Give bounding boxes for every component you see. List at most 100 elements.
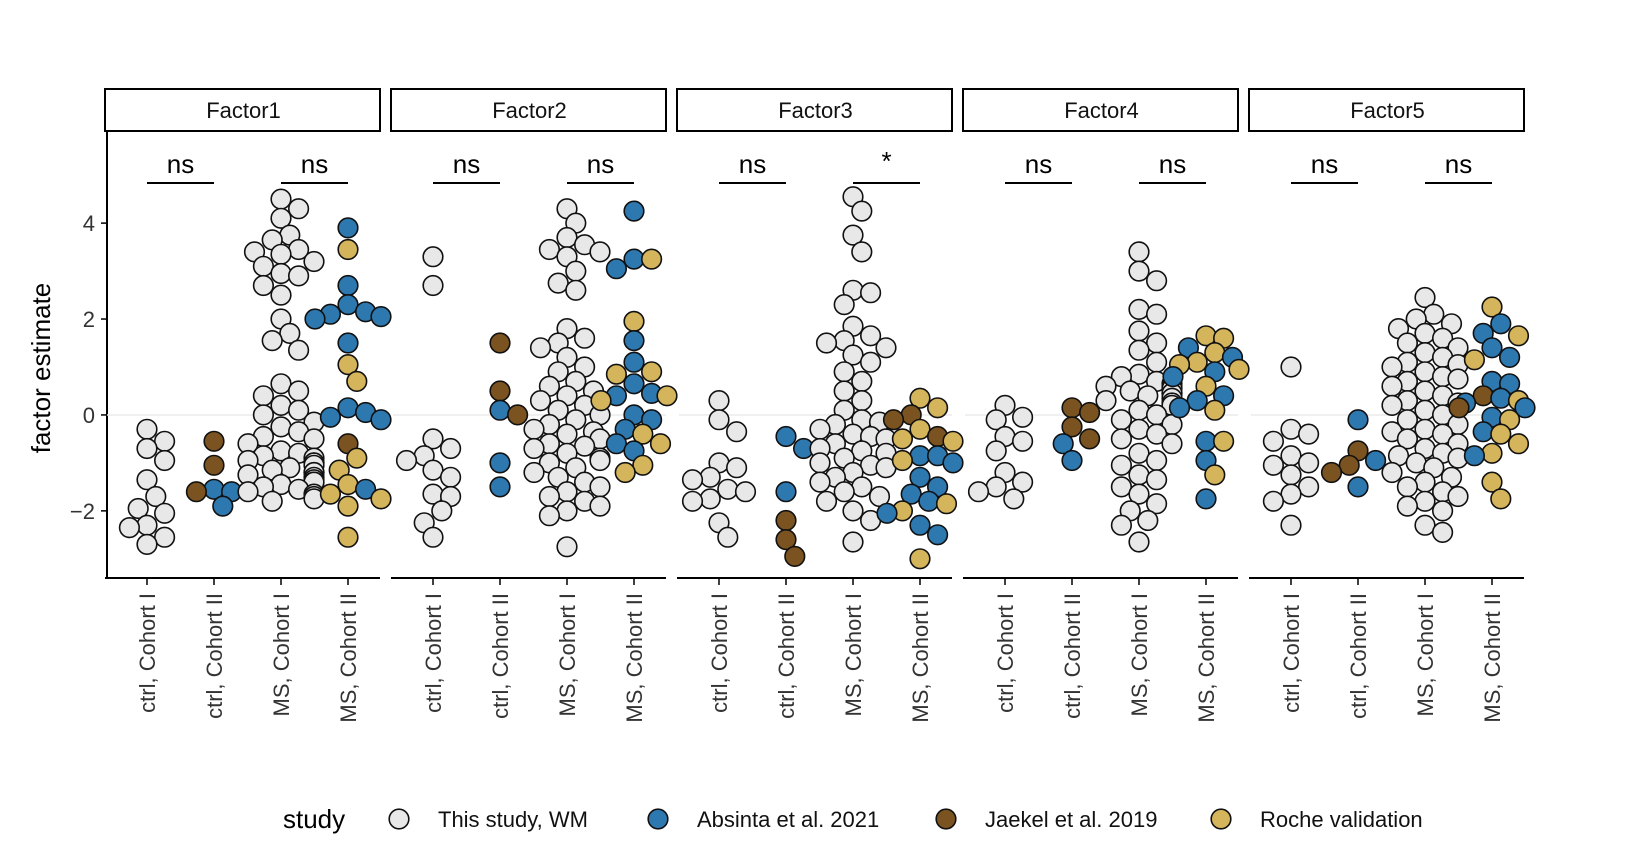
data-point bbox=[1145, 351, 1168, 373]
legend-label-wm: This study, WM bbox=[438, 807, 588, 832]
data-point bbox=[918, 490, 940, 512]
data-point bbox=[1145, 303, 1168, 325]
data-point bbox=[1204, 342, 1226, 364]
data-point bbox=[355, 478, 377, 500]
data-point bbox=[1128, 418, 1150, 440]
x-tick-label: MS, Cohort I bbox=[269, 593, 294, 716]
data-point bbox=[909, 548, 931, 570]
data-point bbox=[1280, 445, 1302, 467]
data-point bbox=[1423, 303, 1445, 325]
data-point bbox=[875, 337, 897, 359]
x-tick-label: ctrl, Cohort II bbox=[774, 593, 799, 719]
data-point bbox=[605, 363, 628, 385]
comparison-label: ns bbox=[587, 149, 614, 179]
data-point bbox=[623, 351, 645, 373]
data-point bbox=[1052, 433, 1074, 455]
data-point bbox=[1262, 490, 1284, 512]
data-point bbox=[1011, 471, 1034, 493]
data-point bbox=[237, 481, 259, 503]
legend-swatch-roche bbox=[1210, 808, 1232, 830]
data-point bbox=[1280, 514, 1302, 536]
data-point bbox=[909, 466, 931, 488]
facet-title: Factor3 bbox=[778, 98, 853, 123]
facet-strip bbox=[390, 88, 667, 132]
data-point bbox=[1095, 390, 1117, 412]
data-point bbox=[1414, 514, 1436, 536]
data-point bbox=[699, 466, 721, 488]
data-point bbox=[1128, 260, 1150, 282]
data-point bbox=[1110, 428, 1132, 450]
data-point bbox=[270, 188, 292, 210]
data-point bbox=[1128, 320, 1150, 342]
data-point bbox=[1490, 387, 1512, 409]
data-point bbox=[809, 471, 831, 493]
data-point bbox=[909, 418, 931, 440]
data-point bbox=[252, 385, 274, 407]
data-point bbox=[1186, 351, 1208, 373]
data-point bbox=[279, 322, 301, 345]
data-point bbox=[538, 238, 561, 261]
data-point bbox=[136, 514, 158, 536]
data-point bbox=[985, 476, 1007, 498]
data-point bbox=[809, 418, 831, 440]
data-point bbox=[632, 423, 654, 445]
facets: −2 0 2 4 Factor1 ns ns ctrl, Cohort I ctrl, Coho… bbox=[70, 88, 1536, 723]
data-point bbox=[261, 490, 283, 512]
data-point bbox=[203, 454, 225, 476]
data-point bbox=[337, 473, 359, 496]
x-tick-label: MS, Cohort I bbox=[1413, 593, 1438, 716]
data-point bbox=[1414, 380, 1436, 402]
data-point bbox=[1347, 476, 1369, 498]
data-point bbox=[1490, 313, 1512, 335]
data-point bbox=[842, 531, 864, 553]
data-point bbox=[337, 274, 359, 297]
data-point bbox=[809, 452, 831, 474]
data-point bbox=[614, 461, 636, 484]
data-point bbox=[154, 430, 176, 452]
data-point bbox=[1061, 397, 1083, 419]
data-point bbox=[1128, 339, 1150, 361]
data-point bbox=[556, 481, 578, 503]
data-point bbox=[656, 385, 678, 407]
data-point bbox=[926, 524, 949, 546]
data-point bbox=[203, 430, 225, 452]
legend: study This study, WM Absinta et al. 2021 Ja… bbox=[283, 804, 1423, 834]
data-point bbox=[1414, 490, 1436, 512]
data-point bbox=[319, 483, 342, 505]
data-point bbox=[440, 466, 462, 488]
data-point bbox=[185, 481, 207, 503]
data-point bbox=[270, 284, 292, 306]
data-point bbox=[1472, 421, 1494, 443]
data-point bbox=[1204, 399, 1226, 421]
legend-label-jaekel: Jaekel et al. 2019 bbox=[985, 807, 1157, 832]
data-point bbox=[775, 425, 797, 448]
data-point bbox=[909, 445, 931, 467]
data-point bbox=[529, 390, 552, 412]
data-point bbox=[851, 476, 873, 498]
data-point bbox=[1078, 428, 1101, 450]
data-point bbox=[1145, 332, 1168, 354]
data-point bbox=[1297, 452, 1320, 474]
x-tick-label: ctrl, Cohort I bbox=[993, 593, 1018, 713]
data-point bbox=[337, 332, 359, 354]
data-point bbox=[370, 306, 392, 328]
data-point bbox=[1381, 461, 1403, 484]
data-point bbox=[1110, 514, 1132, 536]
data-point bbox=[154, 502, 176, 524]
data-point bbox=[1414, 399, 1436, 421]
data-point bbox=[926, 397, 949, 419]
data-point bbox=[1262, 430, 1284, 452]
data-point bbox=[1414, 322, 1436, 345]
data-point bbox=[1381, 375, 1403, 397]
x-tick-label: MS, Cohort I bbox=[555, 593, 580, 716]
data-point bbox=[851, 370, 873, 393]
data-point bbox=[422, 428, 444, 450]
legend-swatch-wm bbox=[388, 808, 410, 830]
data-point bbox=[1280, 356, 1302, 378]
data-point bbox=[1280, 464, 1302, 486]
data-point bbox=[985, 440, 1007, 462]
data-point bbox=[851, 241, 873, 263]
x-tick-label: MS, Cohort I bbox=[1127, 593, 1152, 716]
data-point bbox=[303, 250, 325, 273]
